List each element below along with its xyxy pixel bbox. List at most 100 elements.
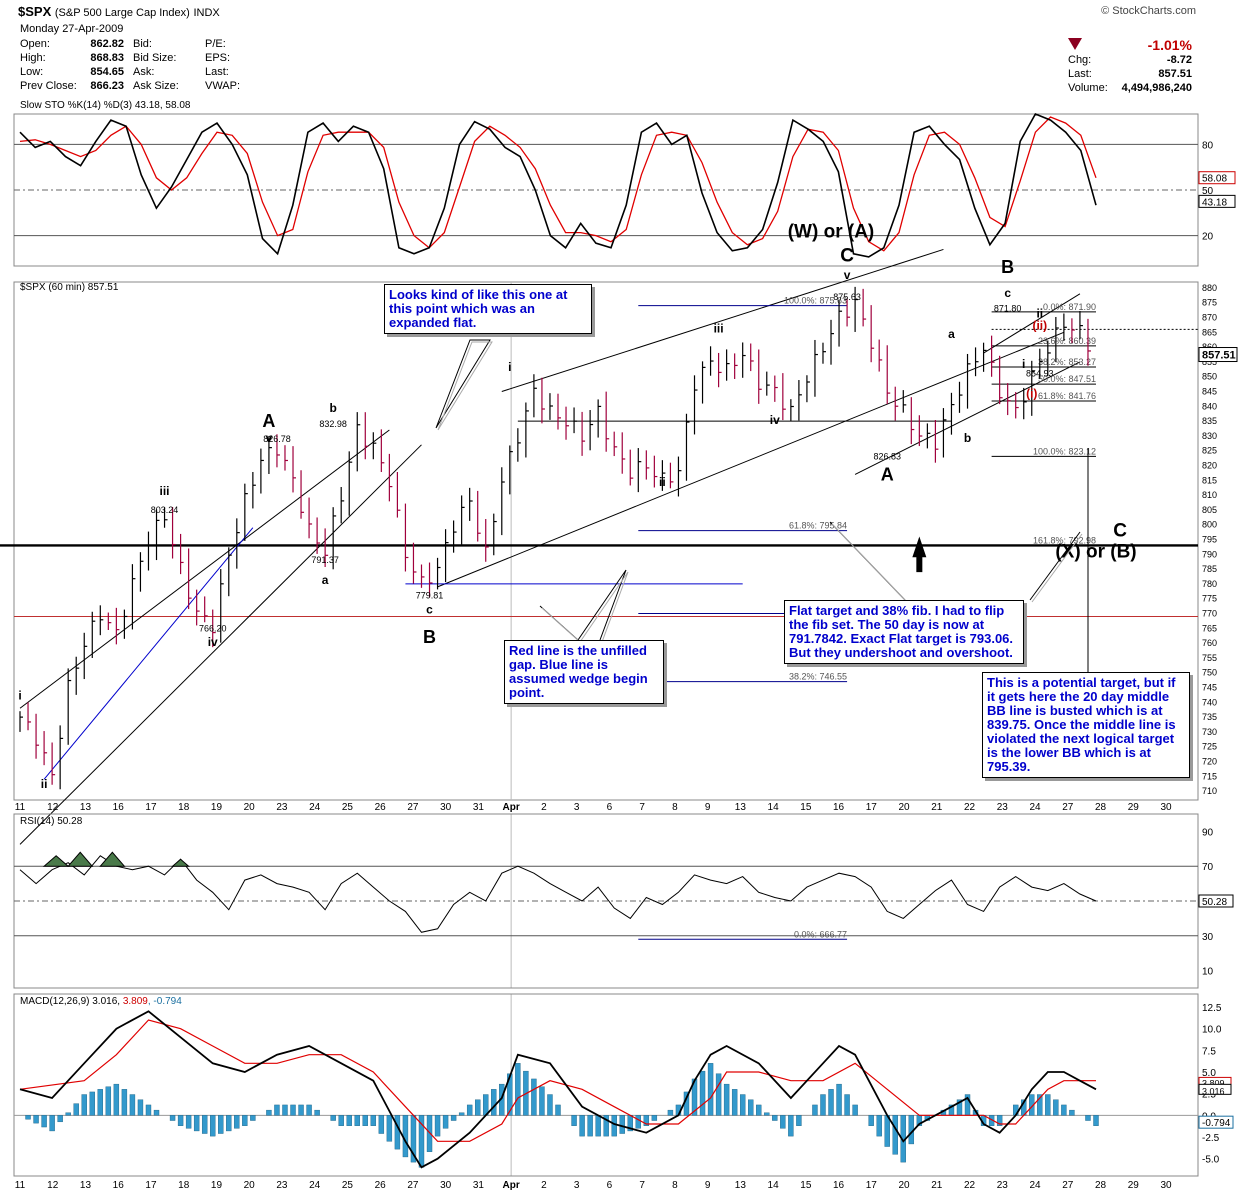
macd-histogram-bar <box>515 1063 521 1116</box>
macd-x-tick-label: 7 <box>639 1180 645 1191</box>
annotation-note-flat-target: Flat target and 38% fib. I had to flip t… <box>784 600 1024 664</box>
macd-histogram-bar <box>667 1109 674 1116</box>
macd-tick-label: -5.0 <box>1202 1155 1220 1166</box>
exchange: INDX <box>193 7 220 19</box>
wave-label: b <box>964 431 971 445</box>
wave-label: 871.80 <box>994 304 1022 314</box>
price-tick-label: 880 <box>1202 283 1217 293</box>
macd-histogram-bar <box>129 1094 136 1116</box>
pe-block: P/E: EPS: Last: VWAP: <box>205 38 241 92</box>
price-tick-label: 755 <box>1202 653 1217 663</box>
macd-histogram-bar <box>242 1115 248 1126</box>
macd-histogram-bar <box>772 1115 778 1121</box>
macd-x-tick-label: 19 <box>211 1180 223 1191</box>
fib-left-label: 100.0%: 875.63 <box>784 296 847 306</box>
macd-histogram-bar <box>820 1094 826 1116</box>
macd-histogram-bar <box>466 1104 473 1116</box>
price-tick-label: 845 <box>1202 387 1217 397</box>
macd-x-tick-label: 29 <box>1128 1180 1140 1191</box>
macd-histogram-bar <box>282 1104 288 1116</box>
credit: © StockCharts.com <box>1101 5 1196 17</box>
x-tick-label: 27 <box>1062 802 1074 813</box>
macd-histogram-bar <box>780 1115 786 1129</box>
macd-histogram-bar <box>731 1089 738 1116</box>
x-tick-label: 26 <box>375 802 387 813</box>
macd-title-hist: , -0.794 <box>148 996 182 1007</box>
macd-histogram-bar <box>691 1078 698 1116</box>
macd-histogram-bar <box>1037 1094 1043 1116</box>
price-tick-label: 765 <box>1202 623 1217 633</box>
price-tick-label: 735 <box>1202 712 1217 722</box>
wedge-lower-line <box>437 331 1065 588</box>
pointer-note2 <box>539 569 627 641</box>
macd-histogram-bar <box>226 1115 232 1132</box>
last-price-label: 857.51 <box>1202 350 1236 362</box>
macd-histogram-bar <box>370 1115 377 1126</box>
wave-label: B <box>423 627 436 647</box>
sto-tick-label: 50 <box>1202 186 1214 197</box>
sto-title: Slow STO %K(14) %D(3) 43.18, 58.08 <box>20 100 191 111</box>
macd-histogram-bar <box>234 1115 240 1129</box>
wave-label: iv <box>208 635 218 649</box>
sto-d-value-box <box>1198 171 1236 185</box>
macd-title: MACD(12,26,9) 3.016, 3.809, -0.794 <box>20 996 182 1007</box>
macd-histogram-bar <box>651 1115 658 1121</box>
x-tick-label: 29 <box>1128 802 1140 813</box>
sto-tick-label: 80 <box>1202 140 1214 151</box>
price-tick-label: 840 <box>1202 401 1217 411</box>
price-tick-label: 740 <box>1202 697 1217 707</box>
rsi-overbought-fill <box>67 851 94 867</box>
major-wave-label: (W) or (A) <box>788 222 875 243</box>
macd-x-tick-label: Apr <box>503 1180 520 1191</box>
macd-value-label: 3.016 <box>1202 1086 1225 1096</box>
wave-label: 875.63 <box>833 292 861 302</box>
macd-histogram-bar <box>153 1109 160 1116</box>
macd-histogram-bar <box>306 1104 312 1116</box>
macd-histogram-bar <box>386 1115 393 1142</box>
macd-histogram-bar <box>836 1083 842 1116</box>
macd-histogram-bar <box>330 1115 336 1121</box>
macd-histogram-bar <box>868 1115 874 1126</box>
wave-label: 826.78 <box>263 434 291 444</box>
x-tick-label: 16 <box>113 802 125 813</box>
price-tick-label: 745 <box>1202 683 1217 693</box>
fib-right-label: 100.0%: 823.12 <box>1033 446 1096 456</box>
fib-left-label: 61.8%: 795.84 <box>789 521 847 531</box>
x-tick-label: 9 <box>705 802 711 813</box>
macd-signal-value: 3.809 <box>1202 1078 1225 1088</box>
x-tick-label: 20 <box>244 802 256 813</box>
rsi-tick-label: 30 <box>1202 932 1214 943</box>
sto-k-line <box>19 112 1097 258</box>
price-tick-label: 780 <box>1202 579 1217 589</box>
wedge-B-upper <box>983 293 1081 354</box>
wave-label: ii <box>659 475 666 489</box>
macd-x-tick-label: 9 <box>705 1180 711 1191</box>
macd-x-tick-label: 13 <box>735 1180 747 1191</box>
macd-histogram-bar <box>723 1083 730 1116</box>
x-tick-label: 2 <box>541 802 547 813</box>
macd-x-tick-label: 12 <box>47 1180 59 1191</box>
x-tick-label: 13 <box>735 802 747 813</box>
macd-histogram-bar <box>892 1115 898 1155</box>
fib-left-label: 38.2%: 746.55 <box>789 672 847 682</box>
price-title: $SPX (60 min) 857.51 <box>20 282 119 293</box>
wave-label: 766.20 <box>199 623 227 633</box>
macd-x-tick-label: 28 <box>1095 1180 1107 1191</box>
macd-histogram-bar <box>33 1115 39 1124</box>
macd-histogram-bar <box>266 1109 272 1116</box>
rsi-tick-label: 10 <box>1202 967 1214 978</box>
macd-histogram-bar <box>314 1109 320 1116</box>
rsi-tick-label: 70 <box>1202 862 1214 873</box>
x-tick-label: 23 <box>276 802 288 813</box>
price-tick-label: 850 <box>1202 372 1217 382</box>
macd-x-tick-label: 16 <box>113 1180 125 1191</box>
rsi-value-box <box>1198 894 1234 908</box>
fib-right-label: 0.0%: 871.90 <box>1043 302 1096 312</box>
x-tick-label: 28 <box>1095 802 1107 813</box>
rsi-overbought-fill <box>99 851 126 867</box>
major-wave-label: C <box>1113 521 1127 542</box>
macd-x-tick-label: 17 <box>866 1180 878 1191</box>
x-tick-label: 17 <box>145 802 157 813</box>
macd-x-tick-label: 22 <box>964 1180 976 1191</box>
sto-d-value-label: 58.08 <box>1202 174 1227 185</box>
